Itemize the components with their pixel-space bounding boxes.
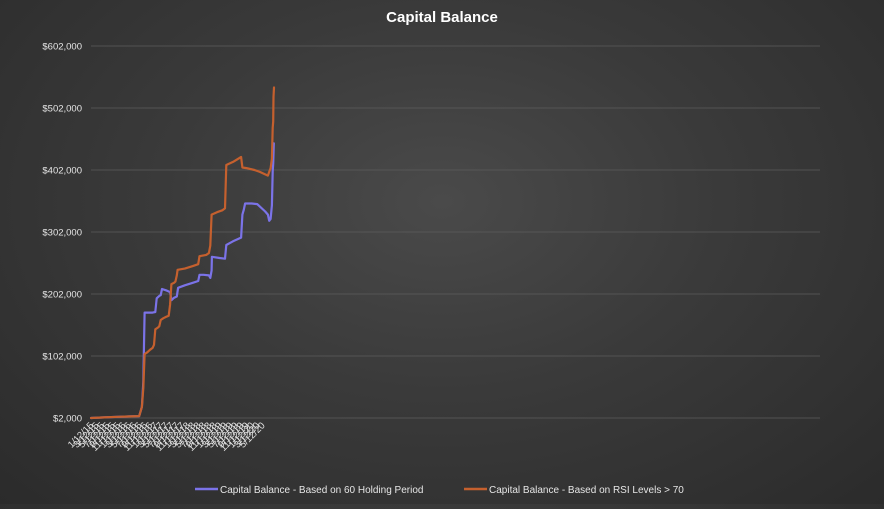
legend: Capital Balance - Based on 60 Holding Pe… [195, 485, 684, 496]
y-tick-label: $502,000 [42, 104, 82, 115]
x-axis-labels: 1/12/153/12/155/12/157/12/159/12/1511/12… [66, 420, 268, 453]
y-tick-label: $102,000 [42, 352, 82, 363]
chart-title: Capital Balance [386, 9, 498, 26]
legend-label-holding-period: Capital Balance - Based on 60 Holding Pe… [220, 485, 423, 496]
y-tick-label: $402,000 [42, 166, 82, 177]
y-tick-label: $302,000 [42, 228, 82, 239]
y-axis-labels: $2,000 $102,000 $202,000 $302,000 $402,000 $5… [42, 42, 82, 425]
series-lines [89, 86, 276, 420]
y-tick-label: $202,000 [42, 290, 82, 301]
y-tick-label: $2,000 [53, 414, 82, 425]
gridlines [91, 45, 820, 419]
y-tick-label: $602,000 [42, 42, 82, 53]
series-line-holding-period [89, 142, 275, 420]
series-line-rsi-levels [89, 86, 276, 420]
legend-label-rsi-levels: Capital Balance - Based on RSI Levels > … [489, 485, 684, 496]
